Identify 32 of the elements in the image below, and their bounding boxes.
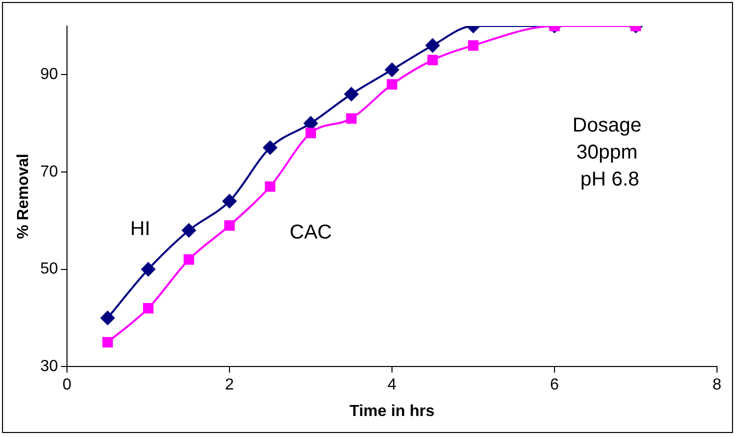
point xyxy=(143,302,154,314)
point xyxy=(468,40,478,51)
point xyxy=(264,181,276,192)
y-tick-label: 70 xyxy=(40,163,58,180)
y-tick-label: 30 xyxy=(40,358,58,376)
series-label: CAC xyxy=(290,222,332,244)
y-axis-title: % Removal xyxy=(15,154,32,239)
point xyxy=(385,62,399,77)
x-axis-title: Time in hrs xyxy=(349,402,435,420)
annotation: Dosage 30ppm pH 6.8 xyxy=(572,114,642,191)
point xyxy=(426,38,440,52)
point xyxy=(344,87,358,102)
point xyxy=(427,54,438,66)
series-label: HI xyxy=(130,218,150,240)
point xyxy=(263,140,278,155)
x-tick-label: 0 xyxy=(62,376,72,394)
point xyxy=(141,262,156,276)
x-tick-label: 8 xyxy=(712,376,722,394)
point xyxy=(224,220,235,231)
point xyxy=(182,223,196,238)
x-tick-label: 4 xyxy=(388,376,397,394)
point xyxy=(102,337,113,348)
point xyxy=(222,194,236,208)
point xyxy=(386,79,398,90)
point xyxy=(184,254,194,265)
y-tick-label: 50 xyxy=(40,260,58,278)
point xyxy=(346,113,357,124)
y-tick-label: 90 xyxy=(40,66,58,84)
x-tick-label: 2 xyxy=(225,376,234,394)
point xyxy=(100,310,115,325)
point xyxy=(306,128,316,138)
x-tick-label: 6 xyxy=(550,376,560,394)
